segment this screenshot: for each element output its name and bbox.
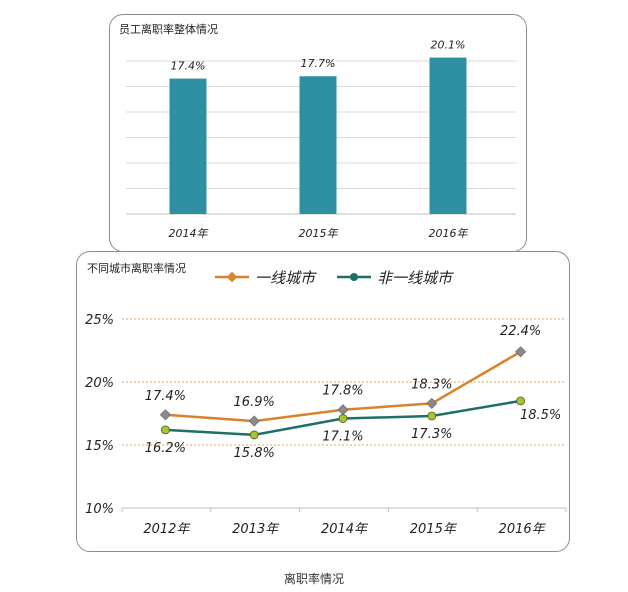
- city-turnover-chart: 不同城市离职率情况: [76, 251, 570, 552]
- x-tick-label: 2014年: [169, 227, 209, 240]
- bar: [429, 57, 467, 214]
- x-tick-label: 2015年: [410, 522, 458, 537]
- data-label: 16.2%: [145, 441, 186, 456]
- y-tick-label: 25%: [85, 313, 114, 328]
- legend-label: 一线城市: [255, 269, 317, 287]
- data-label: 17.1%: [322, 430, 363, 445]
- data-label: 15.8%: [234, 446, 275, 461]
- data-point: [337, 404, 349, 416]
- x-tick-label: 2012年: [143, 522, 191, 537]
- data-label: 17.7%: [301, 57, 336, 70]
- data-label: 17.4%: [145, 389, 186, 404]
- x-tick-label: 2016年: [429, 227, 469, 240]
- data-point: [516, 396, 525, 406]
- data-label: 18.5%: [520, 408, 561, 423]
- legend-marker: [350, 273, 358, 281]
- data-label: 17.3%: [411, 427, 452, 442]
- y-tick-label: 20%: [85, 376, 114, 391]
- data-point: [426, 397, 438, 409]
- data-point: [160, 425, 170, 435]
- x-tick-label: 2016年: [499, 522, 547, 537]
- data-point: [427, 411, 437, 421]
- data-label: 16.9%: [234, 395, 275, 410]
- data-point: [515, 346, 527, 358]
- figure-caption: 离职率情况: [283, 572, 344, 586]
- data-label: 22.4%: [500, 324, 541, 339]
- x-tick-label: 2015年: [299, 227, 339, 240]
- bar: [299, 76, 337, 214]
- data-label: 20.1%: [431, 39, 466, 52]
- bar: [169, 78, 207, 214]
- chart-title: 员工离职率整体情况: [119, 23, 218, 36]
- legend-marker: [226, 271, 238, 283]
- data-point: [249, 430, 259, 440]
- data-point: [159, 409, 171, 421]
- y-tick-label: 10%: [85, 502, 114, 517]
- data-label: 18.3%: [411, 377, 452, 392]
- legend-label: 非一线城市: [377, 269, 454, 287]
- x-tick-label: 2013年: [232, 522, 280, 537]
- data-label: 17.4%: [171, 60, 206, 73]
- x-tick-label: 2014年: [321, 522, 369, 537]
- y-tick-label: 15%: [85, 439, 114, 454]
- data-label: 17.8%: [322, 384, 363, 399]
- data-point: [338, 414, 348, 423]
- data-point: [248, 415, 260, 427]
- chart-title: 不同城市离职率情况: [87, 262, 186, 275]
